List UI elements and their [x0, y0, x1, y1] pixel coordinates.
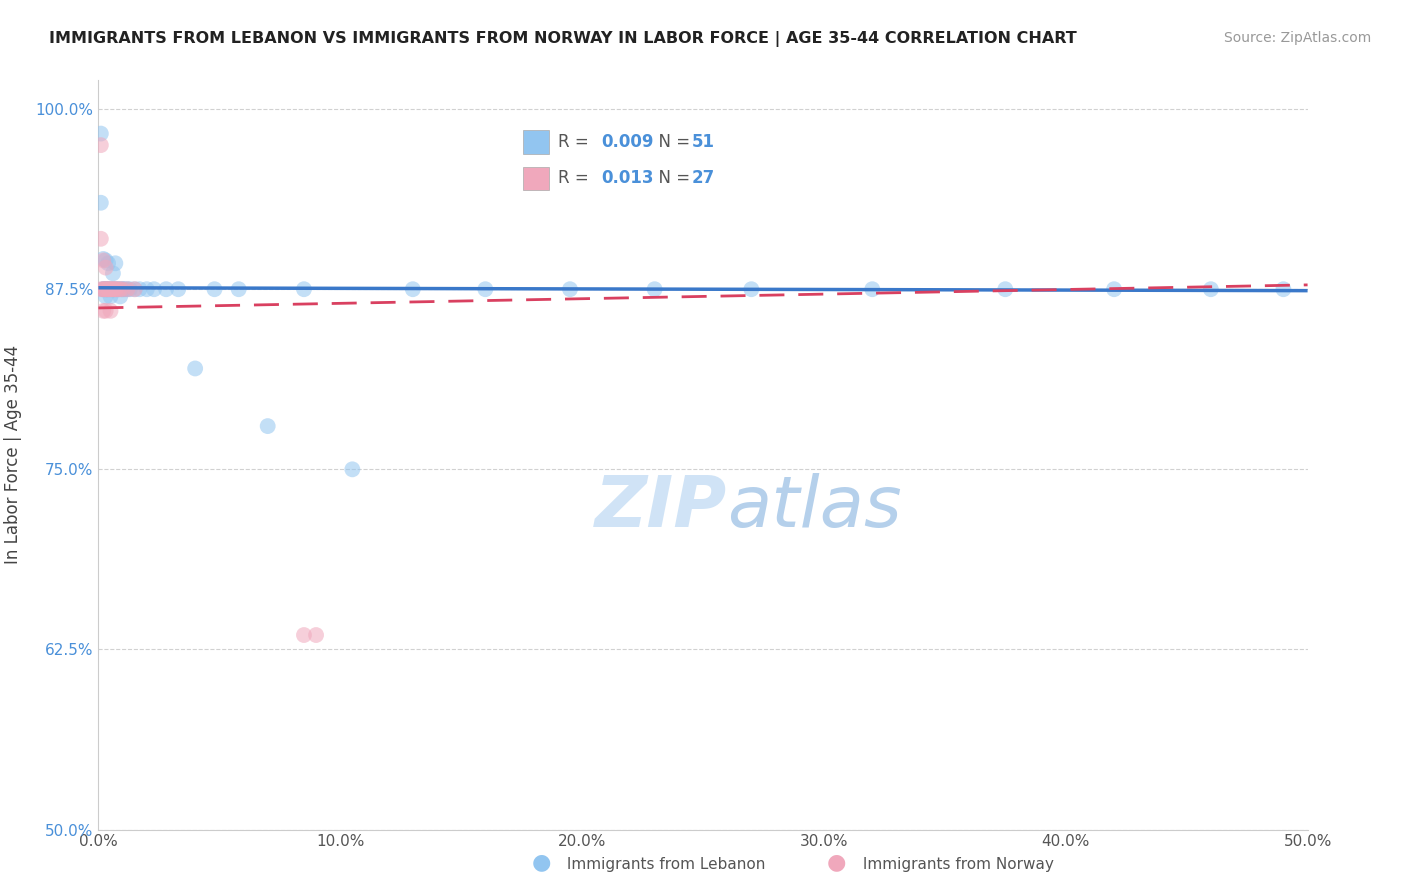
Point: [108, 282, 131, 296]
Point: [101, 282, 124, 296]
Point: [558, 282, 581, 296]
Point: [402, 282, 425, 296]
Y-axis label: In Labor Force | Age 35-44: In Labor Force | Age 35-44: [4, 345, 21, 565]
Point: [1272, 282, 1295, 296]
Point: [97, 282, 120, 296]
Point: [644, 282, 666, 296]
Point: [91, 282, 114, 296]
Bar: [523, 130, 548, 154]
Point: [104, 282, 127, 296]
Point: [135, 282, 157, 296]
Point: [143, 282, 166, 296]
Point: [204, 282, 226, 296]
Point: [90, 282, 112, 296]
Point: [94, 282, 117, 296]
Text: N =: N =: [648, 133, 696, 151]
Text: IMMIGRANTS FROM LEBANON VS IMMIGRANTS FROM NORWAY IN LABOR FORCE | AGE 35-44 COR: IMMIGRANTS FROM LEBANON VS IMMIGRANTS FR…: [49, 31, 1077, 47]
Point: [94, 282, 117, 296]
Point: [100, 282, 122, 296]
Point: [91, 303, 114, 318]
Point: [111, 282, 134, 296]
Point: [108, 282, 131, 296]
Point: [104, 282, 127, 296]
Point: [107, 282, 129, 296]
Text: ZIP: ZIP: [595, 473, 727, 541]
Text: ●: ●: [531, 853, 551, 872]
Point: [305, 628, 328, 642]
Point: [111, 282, 134, 296]
Text: 51: 51: [692, 133, 714, 151]
Point: [91, 282, 114, 296]
Point: [228, 282, 250, 296]
Point: [256, 419, 278, 434]
Point: [117, 282, 139, 296]
Text: Source: ZipAtlas.com: Source: ZipAtlas.com: [1223, 31, 1371, 45]
Point: [101, 282, 124, 296]
Point: [90, 138, 112, 153]
Point: [91, 282, 114, 296]
Point: [111, 282, 134, 296]
Point: [97, 282, 120, 296]
Point: [100, 282, 122, 296]
Point: [167, 282, 190, 296]
Text: 27: 27: [692, 169, 714, 186]
Point: [100, 282, 122, 296]
Point: [184, 361, 207, 376]
Point: [994, 282, 1017, 296]
Point: [90, 232, 112, 246]
Point: [97, 282, 120, 296]
Point: [94, 260, 117, 275]
Point: [91, 253, 114, 268]
Point: [128, 282, 150, 296]
Point: [101, 282, 124, 296]
Point: [101, 266, 124, 280]
Text: Immigrants from Lebanon: Immigrants from Lebanon: [562, 857, 766, 872]
Point: [114, 282, 136, 296]
Point: [107, 282, 129, 296]
Point: [118, 282, 141, 296]
Point: [101, 282, 124, 296]
Point: [342, 462, 364, 476]
Text: 0.009: 0.009: [602, 133, 654, 151]
Text: 0.013: 0.013: [602, 169, 654, 186]
Point: [94, 303, 117, 318]
Point: [155, 282, 177, 296]
Point: [90, 127, 112, 141]
Text: R =: R =: [558, 169, 595, 186]
Text: atlas: atlas: [727, 473, 901, 541]
Point: [91, 282, 114, 296]
Text: R =: R =: [558, 133, 595, 151]
Point: [107, 282, 129, 296]
Point: [100, 289, 122, 303]
Text: ●: ●: [827, 853, 846, 872]
Point: [97, 256, 120, 270]
Point: [860, 282, 883, 296]
Point: [94, 282, 117, 296]
Text: N =: N =: [648, 169, 696, 186]
Point: [124, 282, 146, 296]
Point: [104, 282, 127, 296]
Bar: [523, 167, 548, 190]
Point: [740, 282, 762, 296]
Point: [1102, 282, 1125, 296]
Point: [117, 282, 139, 296]
Point: [108, 289, 131, 303]
Point: [100, 303, 122, 318]
Point: [292, 282, 315, 296]
Point: [474, 282, 496, 296]
Text: Immigrants from Norway: Immigrants from Norway: [858, 857, 1053, 872]
Point: [94, 289, 117, 303]
Point: [94, 282, 117, 296]
Point: [94, 253, 117, 268]
Point: [1199, 282, 1222, 296]
Point: [97, 282, 120, 296]
Point: [104, 256, 127, 270]
Point: [124, 282, 146, 296]
Point: [91, 252, 114, 266]
Point: [292, 628, 315, 642]
Point: [94, 282, 117, 296]
Point: [90, 195, 112, 210]
